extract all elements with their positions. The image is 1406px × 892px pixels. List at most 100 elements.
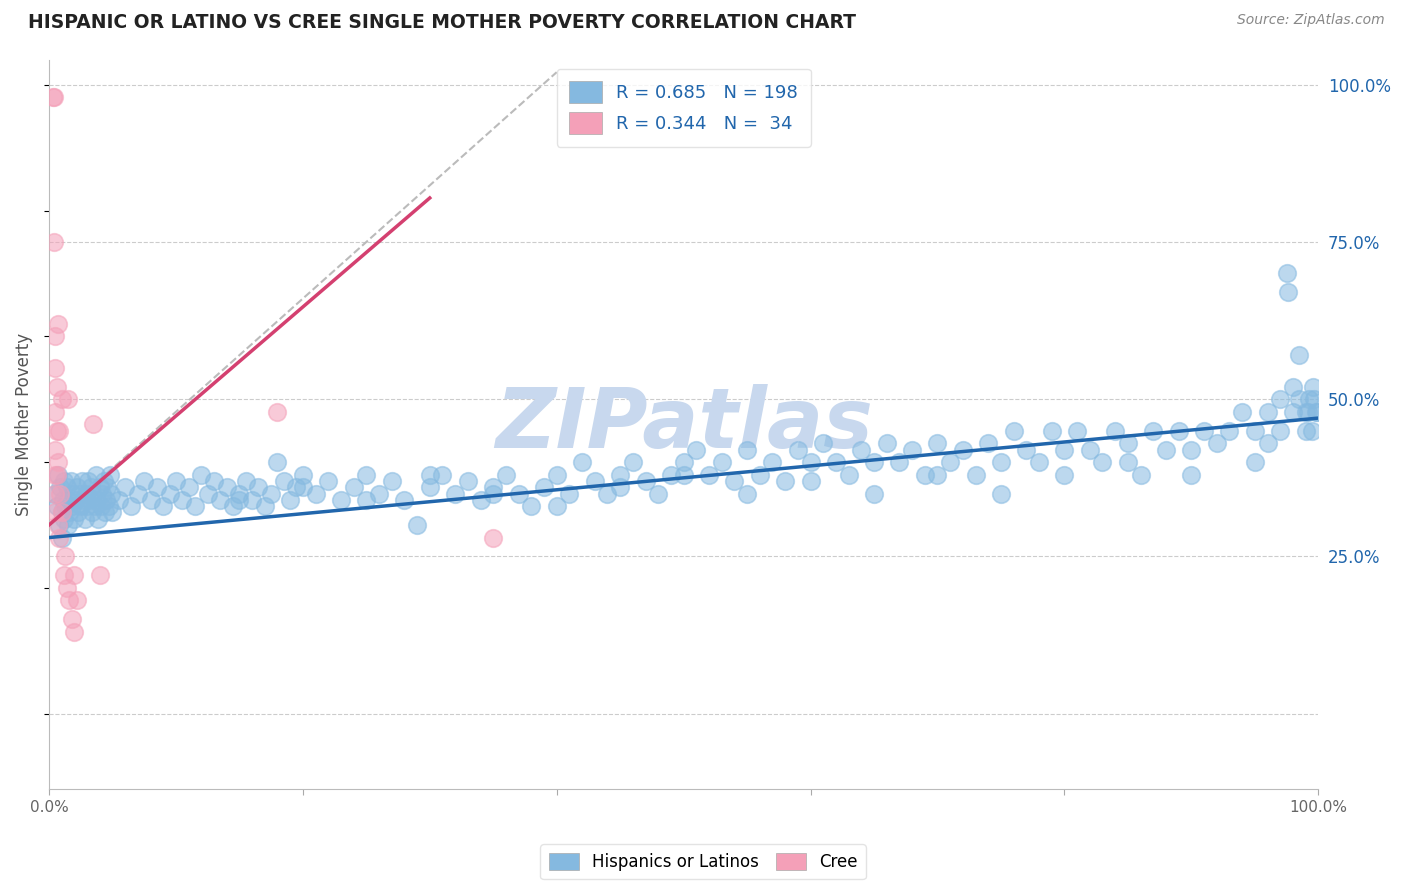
Point <box>67 486 90 500</box>
Point <box>939 455 962 469</box>
Point <box>67 505 90 519</box>
Point <box>152 499 174 513</box>
Legend: R = 0.685   N = 198, R = 0.344   N =  34: R = 0.685 N = 198, R = 0.344 N = 34 <box>557 69 811 147</box>
Point <box>914 467 936 482</box>
Point <box>1270 424 1292 438</box>
Point <box>863 486 886 500</box>
Point <box>44 486 66 500</box>
Point <box>1116 455 1139 469</box>
Point <box>927 467 949 482</box>
Point <box>94 505 117 519</box>
Point <box>546 467 568 482</box>
Point <box>96 480 118 494</box>
Point <box>291 467 314 482</box>
Point <box>1180 442 1202 457</box>
Point <box>63 624 86 639</box>
Point <box>1040 424 1063 438</box>
Point <box>46 467 69 482</box>
Point <box>84 467 107 482</box>
Point <box>202 474 225 488</box>
Point <box>62 486 84 500</box>
Point <box>889 455 911 469</box>
Point <box>42 90 65 104</box>
Point <box>304 486 326 500</box>
Point <box>72 492 94 507</box>
Point <box>825 455 848 469</box>
Point <box>56 518 79 533</box>
Point <box>69 499 91 513</box>
Point <box>1002 424 1025 438</box>
Point <box>583 474 606 488</box>
Point <box>55 499 77 513</box>
Point <box>444 486 467 500</box>
Point <box>90 499 112 513</box>
Point <box>546 499 568 513</box>
Point <box>215 480 238 494</box>
Point <box>58 505 80 519</box>
Point <box>799 455 821 469</box>
Point <box>786 442 808 457</box>
Point <box>222 499 245 513</box>
Point <box>965 467 987 482</box>
Point <box>1116 436 1139 450</box>
Point <box>508 486 530 500</box>
Point <box>482 486 505 500</box>
Point <box>80 480 103 494</box>
Point <box>66 593 89 607</box>
Point <box>1277 285 1299 300</box>
Point <box>101 505 124 519</box>
Point <box>1275 267 1298 281</box>
Point <box>482 480 505 494</box>
Point <box>79 492 101 507</box>
Point <box>1298 392 1320 407</box>
Point <box>1091 455 1114 469</box>
Point <box>94 492 117 507</box>
Point <box>659 467 682 482</box>
Point <box>1142 424 1164 438</box>
Point <box>45 424 67 438</box>
Point <box>1053 442 1076 457</box>
Point <box>51 392 73 407</box>
Point <box>419 480 441 494</box>
Point <box>134 474 156 488</box>
Point <box>1296 405 1319 419</box>
Point <box>97 499 120 513</box>
Point <box>114 480 136 494</box>
Point <box>1230 405 1253 419</box>
Point <box>76 499 98 513</box>
Point <box>48 531 70 545</box>
Point <box>285 480 308 494</box>
Point <box>44 486 66 500</box>
Point <box>838 467 860 482</box>
Point <box>1066 424 1088 438</box>
Point <box>91 486 114 500</box>
Point <box>197 486 219 500</box>
Point <box>990 455 1012 469</box>
Text: Source: ZipAtlas.com: Source: ZipAtlas.com <box>1237 13 1385 28</box>
Point <box>77 474 100 488</box>
Point <box>46 455 69 469</box>
Point <box>190 467 212 482</box>
Point <box>100 486 122 500</box>
Point <box>63 568 86 582</box>
Point <box>42 235 65 249</box>
Point <box>172 492 194 507</box>
Point <box>53 568 76 582</box>
Point <box>647 486 669 500</box>
Point <box>82 417 104 432</box>
Point <box>44 360 66 375</box>
Point <box>278 492 301 507</box>
Point <box>46 317 69 331</box>
Point <box>685 442 707 457</box>
Point <box>520 499 543 513</box>
Point <box>406 518 429 533</box>
Point <box>1288 348 1310 362</box>
Point <box>82 505 104 519</box>
Point <box>621 455 644 469</box>
Point <box>53 512 76 526</box>
Point <box>482 531 505 545</box>
Point <box>457 474 479 488</box>
Point <box>813 436 835 450</box>
Point <box>596 486 619 500</box>
Point <box>394 492 416 507</box>
